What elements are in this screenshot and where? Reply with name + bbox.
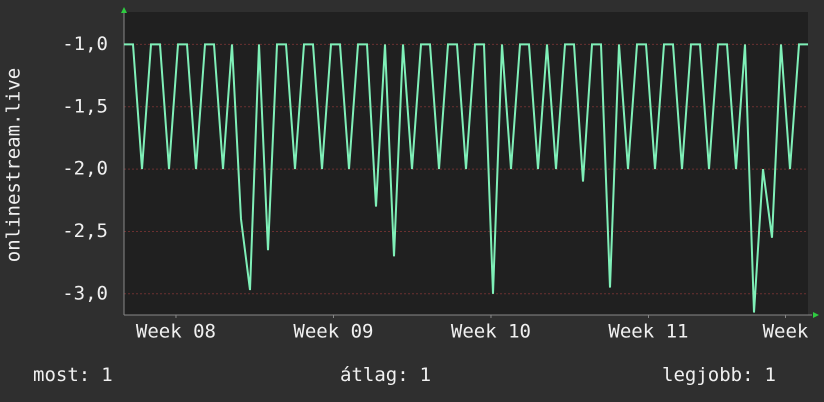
stat-value: 1 (420, 364, 431, 386)
x-tick-label: Week 08 (136, 321, 216, 343)
x-tick-label: Week 09 (293, 321, 373, 343)
stat: legjobb: 1 (662, 364, 776, 386)
stat: most: 1 (33, 364, 113, 386)
y-tick-label: -1,0 (62, 33, 108, 55)
y-axis-label: onlinestream.live (3, 68, 25, 262)
x-tick-label: Week (763, 321, 809, 343)
data-line (124, 43, 808, 313)
stat-value: 1 (765, 364, 776, 386)
stat-label: most: (33, 364, 90, 386)
y-tick-label: -2,0 (62, 158, 108, 180)
y-tick-label: -1,5 (62, 95, 108, 117)
x-tick-label: Week 10 (451, 321, 531, 343)
y-tick-label: -3,0 (62, 282, 108, 304)
stat-label: legjobb: (662, 364, 754, 386)
x-tick-label: Week 11 (608, 321, 688, 343)
stat: átlag: 1 (340, 364, 431, 386)
y-tick-label: -2,5 (62, 220, 108, 242)
axis-arrow (121, 7, 127, 13)
axis-arrow (813, 312, 819, 318)
stat-label: átlag: (340, 364, 409, 386)
stat-value: 1 (101, 364, 112, 386)
